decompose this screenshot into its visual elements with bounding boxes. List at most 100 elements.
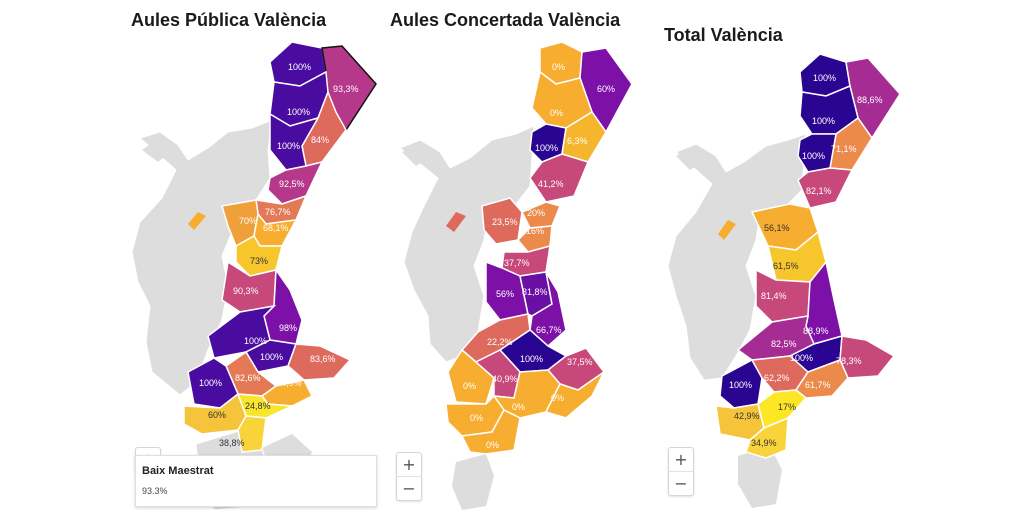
region-label: 23,5% (492, 217, 518, 227)
region[interactable] (745, 416, 789, 459)
region-label: 66,7% (536, 325, 562, 335)
region-label: 62,2% (764, 373, 790, 383)
region-enclave (718, 220, 736, 240)
zoom-control: + − (396, 452, 422, 501)
region-label: 88,6% (857, 95, 883, 105)
region-label: 16% (526, 226, 544, 236)
region-label: 82,6% (235, 373, 261, 383)
region-label: 98% (279, 323, 297, 333)
region-label: 0% (486, 440, 499, 450)
zoom-in-button[interactable]: + (674, 450, 688, 469)
region-enclave (188, 212, 206, 230)
region-label: 100% (802, 151, 825, 161)
map-panel-publica: Aules Pública València 100% 93,3% 1 (0, 0, 380, 512)
region-label: 0% (552, 62, 565, 72)
region-label: 100% (244, 336, 267, 346)
region[interactable] (235, 234, 283, 277)
region-label: 76,7% (265, 207, 291, 217)
region-tooltip: Baix Maestrat 93.3% (135, 455, 377, 507)
region-label: 81,8% (522, 287, 548, 297)
region-label: 20% (527, 208, 545, 218)
region-label: 38,8% (219, 438, 245, 448)
tooltip-region-value: 93.3% (142, 486, 168, 496)
region-label: 17% (778, 402, 796, 412)
zoom-control: + − (668, 447, 694, 496)
region-label: 34,9% (751, 438, 777, 448)
region[interactable] (520, 201, 562, 229)
region-label: 70% (239, 216, 257, 226)
map-title: Total València (664, 25, 783, 45)
region[interactable] (267, 160, 324, 205)
region-label: 100% (790, 353, 813, 363)
region-label: 100% (288, 62, 311, 72)
region-label: 41,2% (538, 179, 564, 189)
region-label: 93,3% (333, 84, 359, 94)
region[interactable] (237, 415, 267, 453)
region[interactable] (544, 371, 605, 419)
no-data-area (402, 144, 430, 166)
no-data-area (142, 140, 170, 162)
region-label: 0% (550, 108, 563, 118)
region-enclave (446, 212, 466, 232)
tooltip-region-name: Baix Maestrat (142, 465, 214, 477)
zoom-out-button[interactable]: − (669, 471, 693, 495)
region[interactable] (460, 409, 521, 455)
region-label: 64,9% (276, 378, 302, 388)
region[interactable] (269, 112, 320, 171)
zoom-in-button[interactable]: + (402, 455, 416, 474)
region-label: 100% (812, 116, 835, 126)
region-label: 82,1% (806, 186, 832, 196)
region-label: 100% (199, 378, 222, 388)
region[interactable] (516, 225, 553, 253)
region-label: 78,3% (836, 356, 862, 366)
region-label: 22,2% (487, 337, 513, 347)
no-data-area (399, 125, 535, 363)
region-label: 100% (813, 73, 836, 83)
region[interactable] (529, 153, 590, 203)
region-label: 60% (597, 84, 615, 94)
region[interactable] (207, 304, 277, 359)
region-label: 0% (463, 381, 476, 391)
region-label: 81,4% (761, 291, 787, 301)
region-label: 61,5% (773, 261, 799, 271)
region-label: 100% (520, 354, 543, 364)
no-data-area (676, 148, 704, 170)
region-label: 83,6% (310, 354, 336, 364)
region-label: 37,7% (504, 258, 530, 268)
region-label: 73% (250, 256, 268, 266)
region-label: 100% (277, 141, 300, 151)
region-label: 68,1% (263, 223, 289, 233)
region-label: 42,9% (734, 411, 760, 421)
region-label: 100% (260, 352, 283, 362)
map-title: Aules Pública València (131, 10, 327, 30)
region-label: 56,1% (764, 223, 790, 233)
region-label: 100% (535, 143, 558, 153)
region-label: 92,5% (279, 179, 305, 189)
region-label: 82,5% (771, 339, 797, 349)
no-data-area (131, 119, 273, 396)
no-data-area (738, 446, 782, 508)
region-label: 56% (496, 289, 514, 299)
choropleth-map: 100% 88,6% 100% 71,1% 100% 82,1% 56,1% 6… (667, 53, 901, 508)
map-panel-total: Total València 100% 88,6% 100% 71,1% 100… (660, 0, 1024, 512)
region-label: 90,3% (233, 286, 259, 296)
region-label: 88,9% (803, 326, 829, 336)
region-label: 100% (287, 107, 310, 117)
region-label: 84% (311, 135, 329, 145)
region-label: 61,7% (805, 380, 831, 390)
region-label: 24,8% (245, 401, 271, 411)
region-label: 6,3% (567, 136, 588, 146)
choropleth-map: 0% 60% 0% 100% 6,3% 41,2% 23,5% 20% 16% … (399, 41, 633, 510)
region-label: 0% (551, 393, 564, 403)
region-label: 37,5% (567, 357, 593, 367)
no-data-area (667, 133, 807, 381)
choropleth-map: 100% 93,3% 100% 84% 100% 92,5% 76,7% 70%… (131, 41, 377, 511)
region-label: 40,9% (492, 374, 518, 384)
zoom-out-button[interactable]: − (397, 476, 421, 500)
no-data-area (452, 454, 494, 510)
region-label: 0% (470, 413, 483, 423)
region[interactable] (561, 110, 607, 163)
region-label: 100% (729, 380, 752, 390)
region-label: 71,1% (831, 144, 857, 154)
region-label: 60% (208, 410, 226, 420)
